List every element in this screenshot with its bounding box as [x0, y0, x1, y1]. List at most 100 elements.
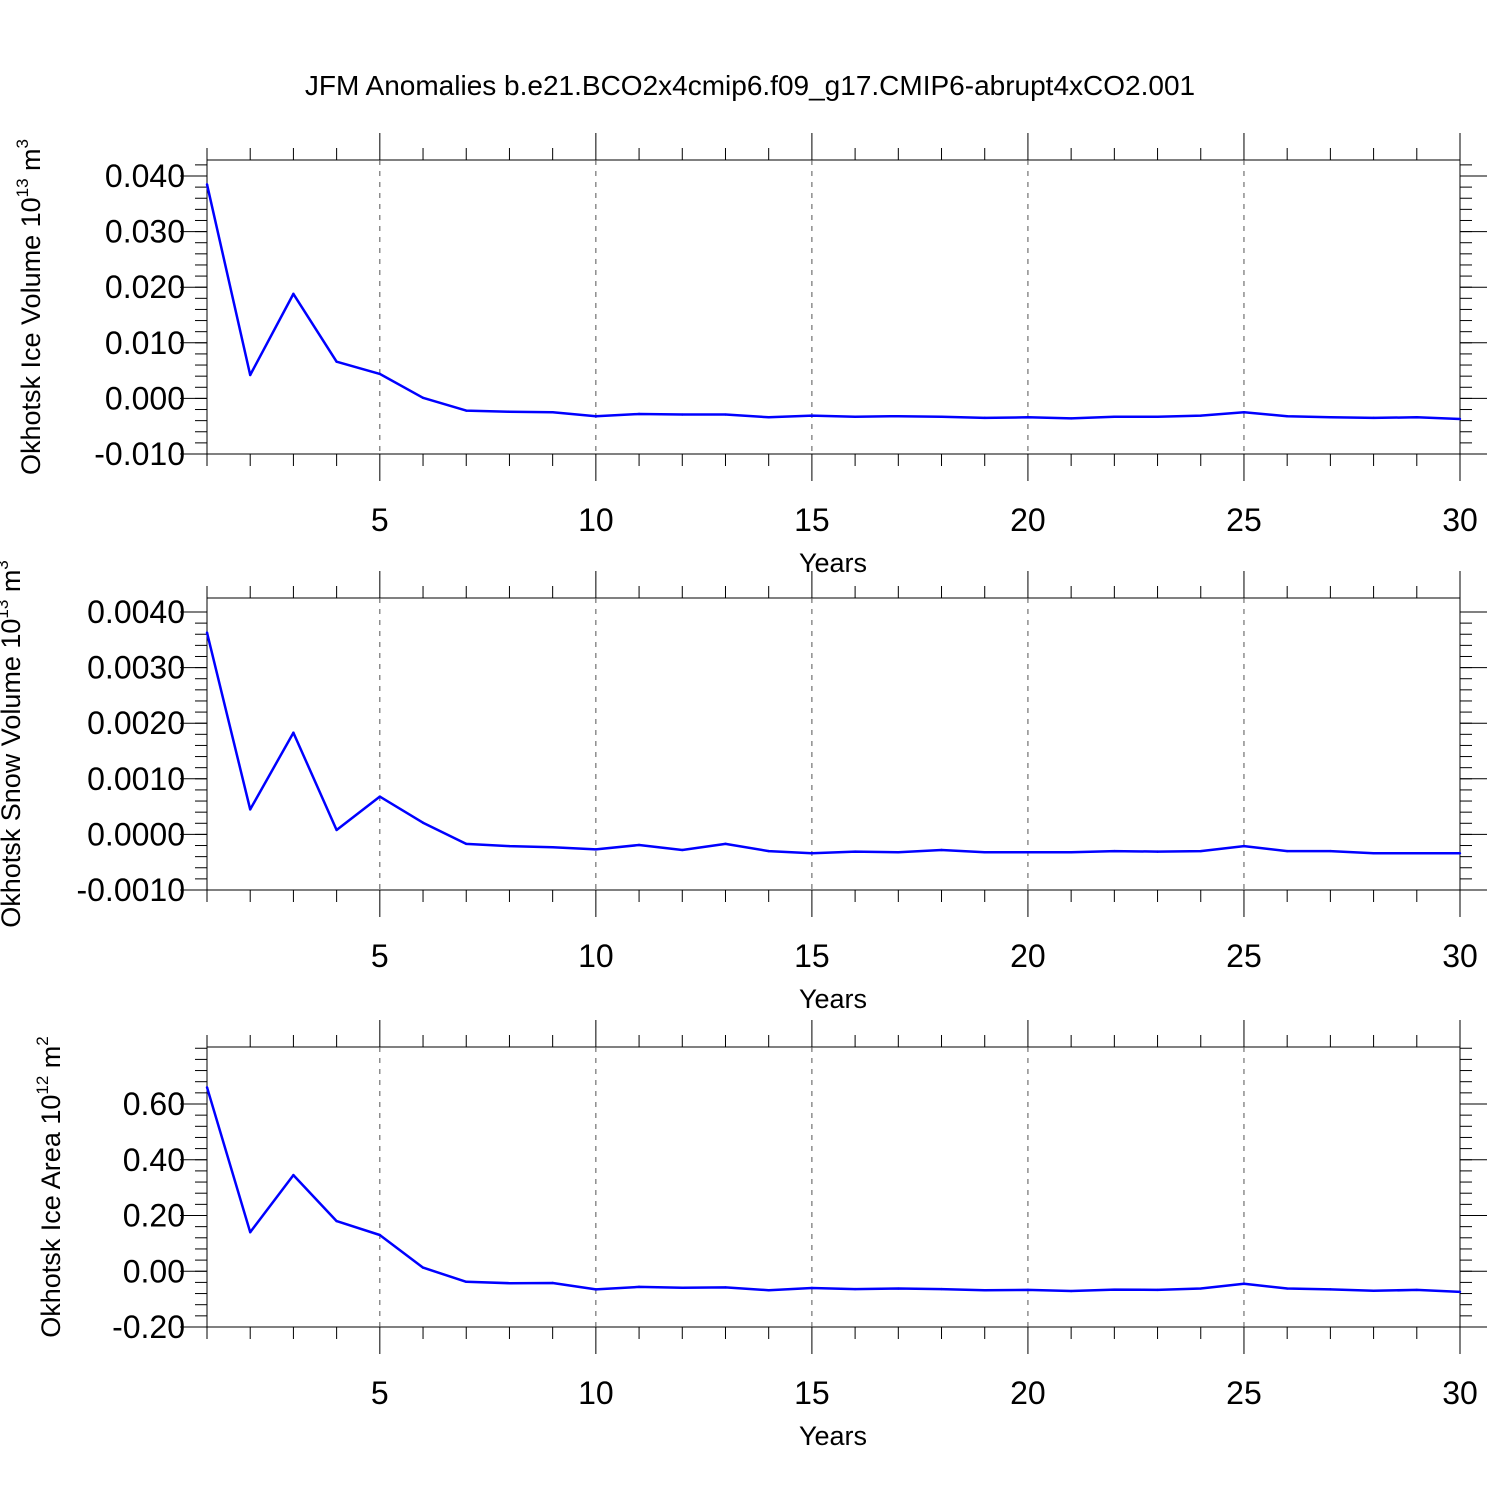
data-point	[508, 1282, 511, 1285]
y-tick-label: 0.60	[123, 1086, 185, 1122]
y-tick-label: 0.030	[105, 214, 185, 250]
x-tick-label: 30	[1442, 502, 1478, 538]
data-point	[292, 292, 295, 296]
y-axis-title: Okhotsk Ice Area 1012 m2	[33, 1036, 66, 1338]
data-point	[1026, 1288, 1030, 1292]
data-point	[421, 821, 425, 824]
data-point	[681, 1286, 684, 1289]
data-point	[1242, 411, 1246, 414]
x-axis-title: Years	[799, 548, 867, 578]
y-tick-label: 0.000	[105, 380, 185, 416]
x-tick-label: 20	[1010, 502, 1046, 538]
data-point	[465, 842, 468, 846]
data-point	[205, 631, 209, 634]
data-point	[1372, 1289, 1375, 1292]
data-point	[1329, 416, 1332, 419]
y-tick-label: -0.010	[94, 436, 185, 472]
plot-frame	[206, 597, 1461, 891]
data-point	[1329, 1288, 1332, 1291]
data-point	[594, 414, 598, 418]
data-point	[1069, 1289, 1073, 1293]
data-point	[810, 1286, 814, 1290]
x-tick-label: 15	[794, 938, 830, 974]
y-tick-label: 0.0040	[87, 594, 185, 630]
y-tick-label: 0.0010	[87, 761, 185, 797]
data-point	[767, 849, 770, 853]
data-point	[421, 1266, 425, 1269]
y-tick-label: 0.00	[123, 1253, 185, 1289]
y-tick-label: 0.010	[105, 325, 185, 361]
data-point	[1113, 1288, 1116, 1291]
data-point	[1242, 1282, 1246, 1285]
data-point	[1415, 1288, 1418, 1292]
data-point	[983, 850, 986, 854]
x-tick-label: 20	[1010, 1375, 1046, 1411]
data-point	[810, 852, 814, 855]
data-point	[551, 845, 554, 849]
y-tick-label: -0.0010	[76, 872, 185, 908]
data-point	[1069, 850, 1073, 854]
x-tick-label: 20	[1010, 938, 1046, 974]
data-point	[681, 848, 684, 852]
data-point	[205, 1086, 209, 1089]
x-tick-label: 15	[794, 1375, 830, 1411]
data-point	[724, 413, 727, 416]
data-point	[724, 842, 727, 846]
x-tick-label: 30	[1442, 938, 1478, 974]
data-point	[378, 372, 382, 376]
data-point	[1458, 1290, 1462, 1294]
y-tick-label: 0.020	[105, 269, 185, 305]
data-point	[681, 413, 684, 416]
x-axis-title: Years	[799, 984, 867, 1014]
data-point	[767, 1289, 770, 1292]
data-point	[1156, 1288, 1159, 1292]
y-tick-label: 0.40	[123, 1142, 185, 1178]
y-tick-label: 0.0000	[87, 816, 185, 852]
data-point	[810, 414, 814, 417]
data-point	[551, 411, 554, 414]
data-point	[853, 850, 857, 853]
data-point	[465, 409, 468, 412]
data-point	[1199, 849, 1202, 853]
x-tick-label: 25	[1226, 1375, 1262, 1411]
data-point	[508, 844, 511, 848]
data-point	[292, 1173, 295, 1177]
data-point	[897, 1287, 900, 1290]
data-point	[1372, 852, 1375, 855]
data-point	[853, 415, 857, 418]
data-point	[1199, 414, 1202, 417]
data-point	[853, 1287, 857, 1291]
y-tick-label: 0.20	[123, 1198, 185, 1234]
data-point	[1026, 416, 1030, 419]
data-point	[1285, 849, 1289, 853]
y-tick-label: 0.0020	[87, 705, 185, 741]
series-line	[205, 184, 1461, 421]
data-point	[1458, 417, 1462, 421]
data-point	[1156, 415, 1159, 418]
series-line	[205, 1086, 1461, 1294]
data-point	[1199, 1287, 1202, 1290]
data-point	[249, 373, 252, 377]
data-point	[378, 795, 382, 798]
y-axis-title: Okhotsk Ice Volume 1013 m3	[13, 139, 46, 475]
data-point	[1329, 849, 1332, 853]
x-tick-label: 10	[578, 502, 614, 538]
x-tick-label: 10	[578, 938, 614, 974]
data-point	[1242, 844, 1246, 848]
data-point	[940, 1287, 943, 1291]
data-point	[940, 848, 943, 852]
data-point	[767, 416, 770, 419]
y-tick-label: 0.040	[105, 158, 185, 194]
data-point	[637, 1285, 641, 1289]
data-point	[421, 396, 425, 400]
data-point	[249, 808, 252, 811]
data-point	[983, 416, 986, 420]
series-line	[205, 632, 1460, 855]
data-point	[1285, 1287, 1289, 1290]
x-tick-label: 25	[1226, 502, 1262, 538]
data-point	[249, 1231, 252, 1234]
data-point	[1415, 852, 1418, 855]
data-point	[1026, 850, 1030, 854]
data-point	[983, 1289, 986, 1292]
